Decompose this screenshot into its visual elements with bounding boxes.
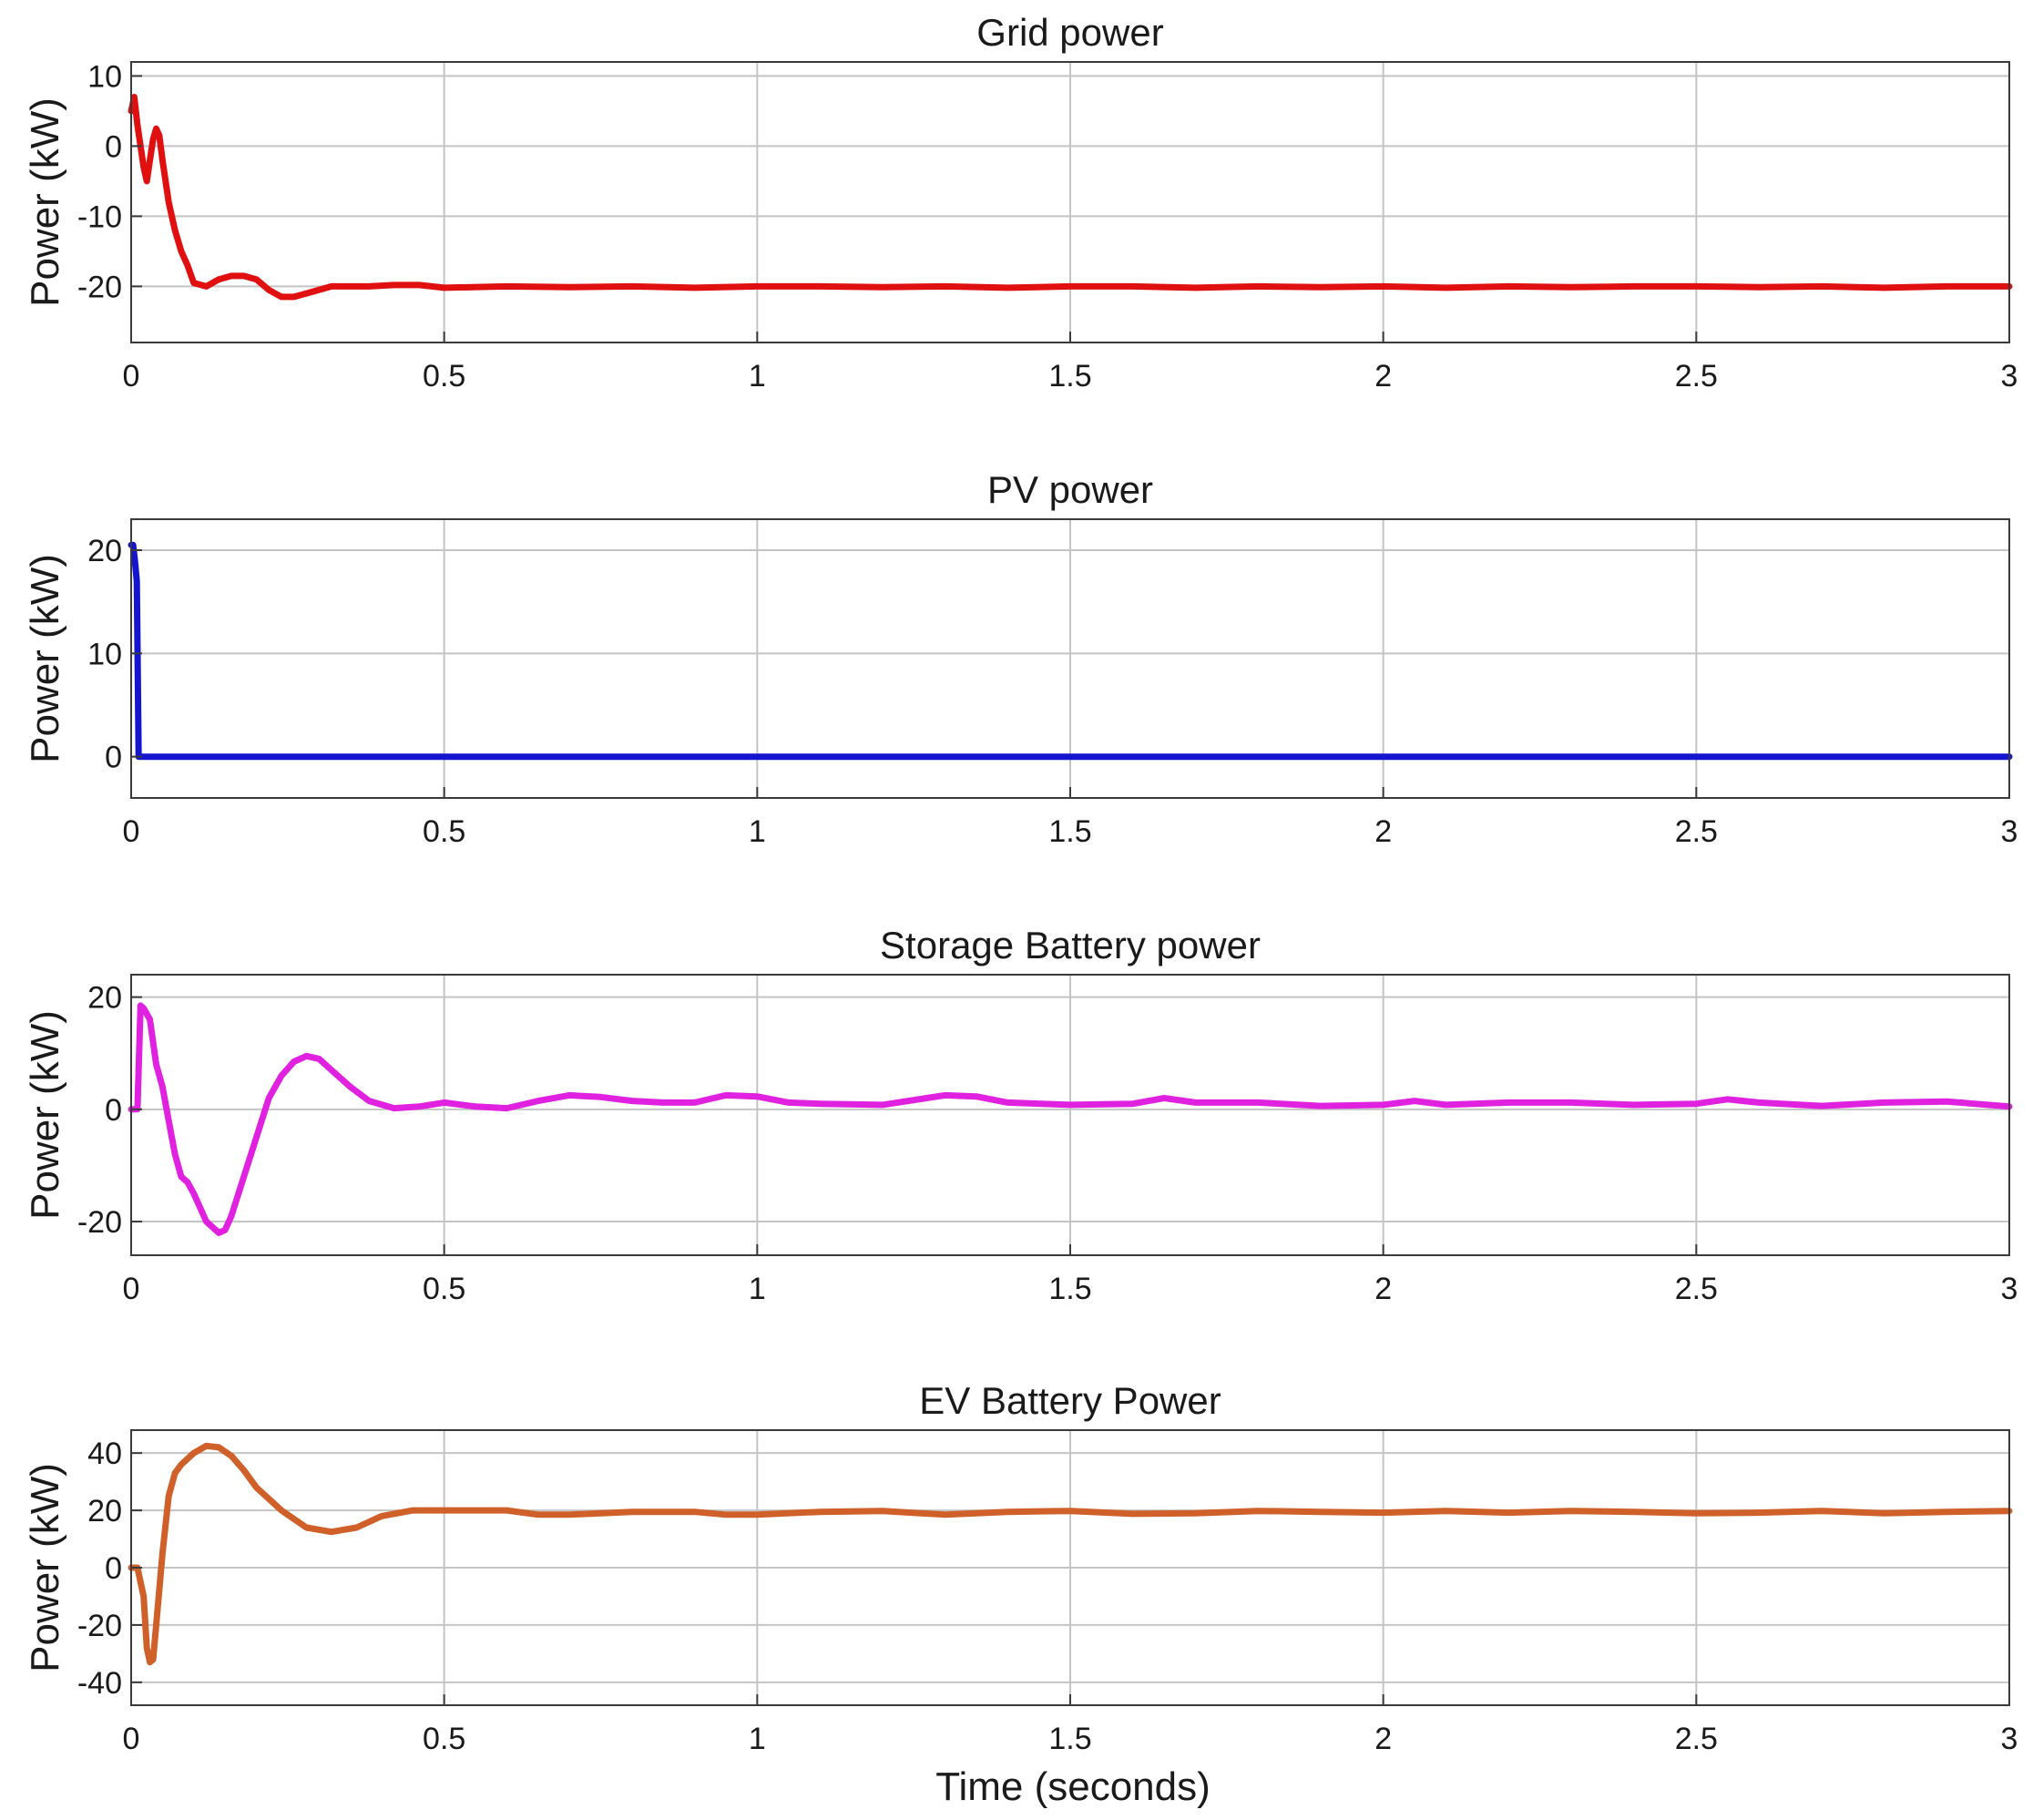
series-line (128, 1442, 2013, 1666)
y-tick-label: -10 (77, 199, 122, 234)
y-tick-label: 0 (105, 1093, 122, 1128)
plot-title: EV Battery Power (919, 1379, 1221, 1422)
y-axis-label: Power (kW) (23, 1463, 67, 1672)
x-tick-label: 3 (2001, 814, 2018, 849)
x-tick-label: 1.5 (1048, 814, 1091, 849)
x-axis-label: Time (seconds) (935, 1764, 1210, 1809)
x-tick-label: 0.5 (423, 1272, 465, 1306)
x-tick-label: 2 (1374, 814, 1392, 849)
y-tick-label: 20 (87, 981, 122, 1016)
y-axis-label: Power (kW) (23, 554, 67, 763)
x-tick-label: 2.5 (1675, 1722, 1718, 1756)
subplot-grid-power: 0 0.5 1 1.5 2 2.5 3 10 0 -10 -20 Grid power Power (k… (23, 11, 2017, 394)
x-tick-label: 1 (749, 814, 766, 849)
x-tick-label: 1.5 (1048, 359, 1091, 394)
x-tick-label: 1.5 (1048, 1722, 1091, 1756)
series-line (128, 1002, 2013, 1236)
x-tick-label: 0.5 (423, 1722, 465, 1756)
subplot-pv-power: 0 0.5 1 1.5 2 2.5 3 20 10 0 PV power Power (kW) (23, 468, 2017, 849)
x-tick-label: 1 (749, 1272, 766, 1306)
x-tick-label: 0 (123, 814, 140, 849)
x-tick-label: 2.5 (1675, 359, 1718, 394)
y-tick-label: 0 (105, 741, 122, 775)
plot-title: PV power (987, 468, 1153, 511)
plot-title: Grid power (976, 11, 1163, 54)
subplot-ev-battery-power: 0 0.5 1 1.5 2 2.5 3 40 20 0 -20 -40 EV Battery Power… (23, 1379, 2017, 1756)
x-tick-label: 2 (1374, 1272, 1392, 1306)
x-tick-label: 2 (1374, 359, 1392, 394)
y-tick-label: -40 (77, 1666, 122, 1701)
y-tick-label: -20 (77, 270, 122, 304)
y-tick-label: 10 (87, 637, 122, 671)
x-tick-label: 0 (123, 1722, 140, 1756)
y-tick-label: 40 (87, 1437, 122, 1471)
x-tick-label: 1 (749, 359, 766, 394)
y-tick-label: 0 (105, 129, 122, 164)
x-tick-label: 3 (2001, 1722, 2018, 1756)
series-line (128, 94, 2013, 301)
x-tick-label: 3 (2001, 1272, 2018, 1306)
y-tick-label: -20 (77, 1609, 122, 1643)
plot-title: Storage Battery power (880, 924, 1261, 966)
y-axis-label: Power (kW) (23, 1010, 67, 1220)
x-tick-label: 3 (2001, 359, 2018, 394)
x-tick-label: 0 (123, 1272, 140, 1306)
y-axis-label: Power (kW) (23, 97, 67, 307)
y-tick-label: -20 (77, 1205, 122, 1240)
y-tick-label: 0 (105, 1551, 122, 1586)
y-tick-label: 20 (87, 534, 122, 568)
x-tick-label: 0 (123, 359, 140, 394)
x-tick-label: 2.5 (1675, 814, 1718, 849)
x-tick-label: 1.5 (1048, 1272, 1091, 1306)
x-tick-label: 2 (1374, 1722, 1392, 1756)
x-tick-label: 0.5 (423, 359, 465, 394)
x-tick-label: 0.5 (423, 814, 465, 849)
x-tick-label: 2.5 (1675, 1272, 1718, 1306)
series-line (128, 541, 2013, 761)
y-tick-label: 20 (87, 1494, 122, 1529)
y-tick-label: 10 (87, 59, 122, 94)
x-tick-label: 1 (749, 1722, 766, 1756)
